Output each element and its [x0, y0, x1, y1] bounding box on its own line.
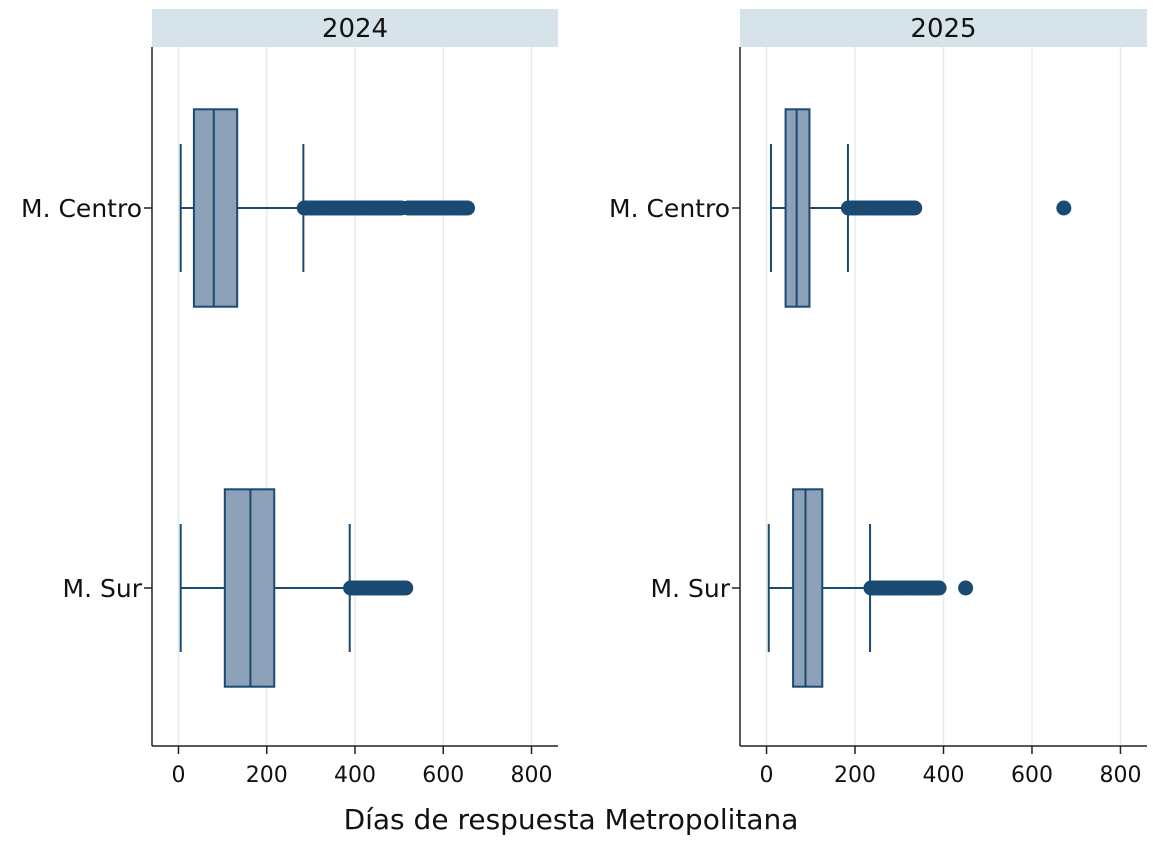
- box-msur: M. Sur: [63, 489, 414, 686]
- x-tick-label: 200: [246, 763, 288, 788]
- x-tick-label: 400: [923, 763, 965, 788]
- outlier-point: [932, 581, 947, 596]
- outlier-point: [907, 201, 922, 216]
- outlier-point: [460, 201, 475, 216]
- category-label: M. Sur: [63, 574, 143, 603]
- category-label: M. Sur: [651, 574, 731, 603]
- x-tick-label: 0: [760, 763, 774, 788]
- category-label: M. Centro: [21, 194, 142, 223]
- x-tick-label: 800: [1099, 763, 1141, 788]
- iqr-box: [194, 109, 237, 306]
- panel-2024: 2024 0 200 400 600 800 M. Centro M. Sur: [21, 9, 558, 788]
- x-tick-label: 400: [334, 763, 376, 788]
- x-tick-label: 600: [1011, 763, 1053, 788]
- x-tick-label: 0: [171, 763, 185, 788]
- panel-title: 2024: [322, 14, 388, 44]
- x-tick-label: 800: [511, 763, 553, 788]
- outlier-point: [958, 581, 973, 596]
- x-axis-title: Días de respuesta Metropolitana: [344, 803, 799, 836]
- panel-2025: 2025 0 200 400 600 800 M. Centro M. Sur: [609, 9, 1147, 788]
- box-msur: M. Sur: [651, 489, 974, 686]
- panel-title: 2025: [910, 14, 976, 44]
- x-tick-label: 200: [834, 763, 876, 788]
- box-mcentro: M. Centro: [609, 109, 1071, 306]
- x-tick-label: 600: [422, 763, 464, 788]
- category-label: M. Centro: [609, 194, 730, 223]
- outlier-point: [398, 581, 413, 596]
- iqr-box: [793, 489, 822, 686]
- panels-layer: 2024 0 200 400 600 800 M. Centro M. Sur 2025 0 200…: [21, 9, 1147, 788]
- outlier-point: [1056, 201, 1071, 216]
- box-mcentro: M. Centro: [21, 109, 475, 306]
